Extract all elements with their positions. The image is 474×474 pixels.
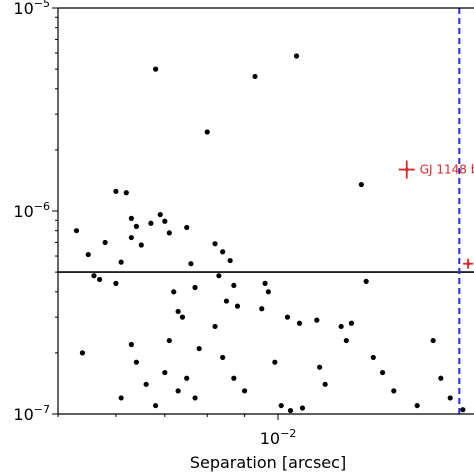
- data-point: [278, 402, 284, 409]
- data-point: [85, 251, 91, 258]
- data-point: [184, 224, 190, 231]
- data-point: [322, 381, 328, 387]
- data-point: [460, 407, 466, 413]
- data-point: [157, 211, 163, 218]
- data-point: [192, 284, 198, 291]
- data-point: [262, 280, 268, 286]
- data-point: [212, 323, 218, 330]
- data-point: [133, 223, 139, 229]
- data-point: [231, 282, 237, 289]
- data-point: [314, 317, 320, 323]
- data-point: [102, 239, 108, 246]
- data-point: [153, 402, 159, 409]
- data-point: [196, 345, 202, 352]
- plus-marker: [404, 167, 409, 172]
- data-point: [138, 242, 144, 248]
- y-tick-label: 10−5: [13, 0, 50, 18]
- plus-marker: [466, 261, 470, 266]
- data-point: [220, 249, 226, 255]
- data-point: [113, 188, 119, 194]
- data-point: [143, 381, 149, 387]
- data-point: [370, 354, 376, 361]
- data-point: [216, 273, 222, 279]
- plot-area: [58, 8, 474, 414]
- data-point: [184, 375, 190, 381]
- data-point: [118, 395, 124, 401]
- axis-ticks: 10−210−110−710−610−5: [13, 0, 297, 448]
- data-point: [265, 289, 271, 295]
- data-point: [227, 257, 233, 264]
- data-point: [379, 369, 386, 376]
- data-point: [175, 308, 181, 315]
- data-point: [128, 234, 134, 241]
- planet-55-cnc-c: 55 Cnc c: [463, 258, 474, 269]
- data-point: [343, 337, 349, 344]
- data-point: [188, 261, 194, 267]
- data-point: [252, 73, 258, 80]
- data-point: [162, 369, 168, 376]
- data-point: [414, 402, 420, 409]
- data-point: [234, 303, 241, 309]
- data-point: [162, 218, 168, 224]
- labeled-planets: GJ 876 cGJ 876 bHIP 79431 bGJ 1148 b55 C…: [398, 160, 474, 269]
- data-point: [438, 375, 444, 381]
- data-point: [166, 230, 172, 236]
- data-point: [171, 289, 177, 295]
- data-point: [123, 190, 129, 196]
- y-tick-label: 10−7: [13, 403, 50, 424]
- reference-lines: [58, 8, 474, 414]
- data-point: [179, 314, 186, 320]
- data-point: [317, 364, 323, 370]
- data-point: [118, 259, 124, 265]
- data-point: [79, 350, 86, 356]
- data-point: [128, 215, 134, 221]
- data-point: [272, 359, 278, 365]
- data-point: [204, 129, 210, 135]
- data-point: [231, 375, 237, 381]
- data-point: [287, 407, 294, 414]
- data-point: [113, 280, 119, 286]
- data-points: [73, 53, 466, 414]
- data-point: [148, 220, 154, 226]
- data-point: [96, 276, 103, 283]
- data-point: [259, 306, 265, 312]
- data-point: [166, 337, 172, 344]
- planet-label: GJ 1148 b: [420, 163, 474, 177]
- data-point: [348, 320, 355, 326]
- data-point: [223, 298, 230, 304]
- data-point: [299, 405, 306, 411]
- data-point: [391, 388, 397, 394]
- data-point: [293, 53, 300, 59]
- data-point: [175, 388, 181, 394]
- y-tick-label: 10−6: [13, 200, 50, 221]
- x-tick-label: 10−2: [260, 427, 297, 448]
- data-point: [91, 273, 97, 279]
- data-point: [212, 241, 218, 247]
- data-point: [430, 337, 436, 344]
- data-point: [128, 341, 134, 348]
- data-point: [220, 354, 226, 361]
- data-point: [133, 359, 139, 365]
- data-point: [363, 278, 369, 284]
- planet-gj-1148-b: GJ 1148 b: [398, 160, 474, 179]
- data-point: [358, 181, 364, 188]
- data-point: [241, 388, 248, 394]
- data-point: [296, 320, 303, 326]
- data-point: [447, 395, 453, 401]
- data-point: [192, 395, 198, 401]
- data-point: [153, 66, 159, 72]
- data-point: [284, 314, 291, 320]
- x-axis-label: Separation [arcsec]: [190, 453, 346, 472]
- data-point: [73, 228, 80, 234]
- data-point: [338, 323, 344, 330]
